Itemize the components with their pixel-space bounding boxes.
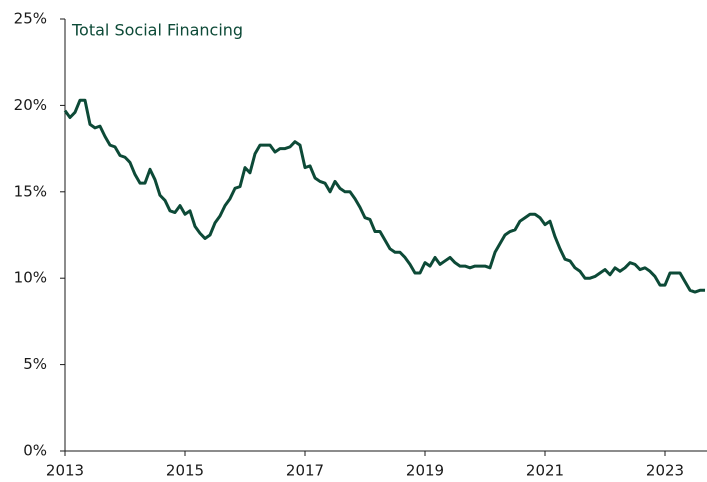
x-tick-label: 2017 — [286, 462, 324, 480]
line-series — [63, 98, 706, 294]
x-tick-label: 2015 — [166, 462, 204, 480]
x-tick-label: 2023 — [646, 462, 684, 480]
y-tick-label: 20% — [14, 96, 47, 114]
y-tick-label: 5% — [23, 355, 47, 373]
y-tick-label: 15% — [14, 182, 47, 200]
y-tick-label: 25% — [14, 10, 47, 28]
x-tick-label: 2019 — [406, 462, 444, 480]
chart-title: Total Social Financing — [71, 21, 243, 40]
x-tick-label: 2021 — [526, 462, 564, 480]
x-tick-label: 2013 — [46, 462, 84, 480]
y-tick-label: 0% — [23, 442, 47, 460]
y-tick-label: 10% — [14, 269, 47, 287]
